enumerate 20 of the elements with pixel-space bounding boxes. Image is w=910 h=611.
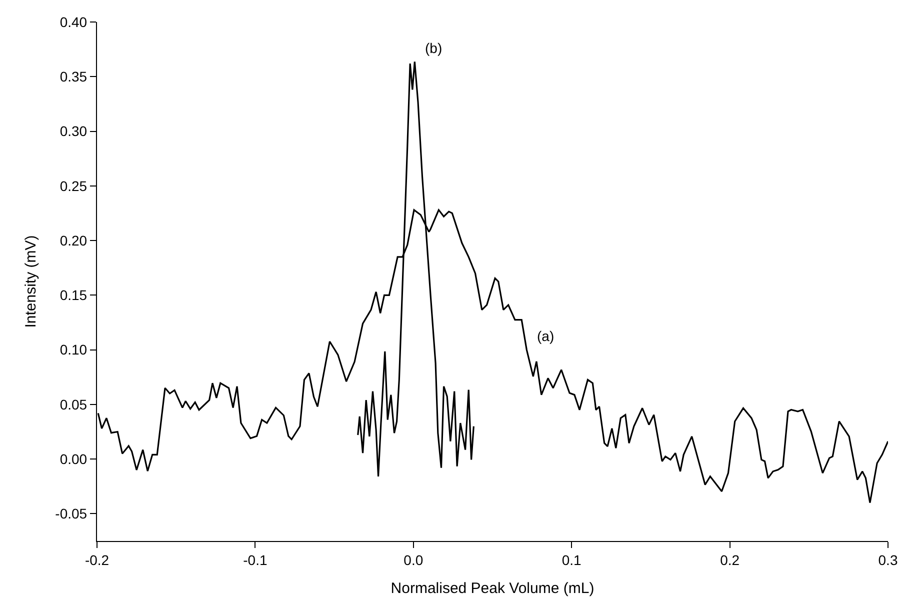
x-tick-label: -0.1 (243, 552, 268, 568)
y-tick-label: 0.15 (60, 287, 88, 304)
y-tick-label: 0.40 (60, 14, 88, 30)
x-tick-label: -0.2 (84, 552, 110, 568)
y-tick-label: 0.05 (60, 396, 88, 412)
y-axis-title: Intensity (mV) (22, 235, 40, 328)
y-tick-label: 0.20 (60, 232, 88, 248)
x-tick-label: 0.2 (720, 552, 740, 568)
y-tick-label: 0.10 (60, 342, 88, 358)
y-tick-label: 0.35 (60, 68, 88, 85)
annotation: (b) (425, 40, 442, 56)
y-tick-label: 0.30 (60, 123, 88, 140)
x-tick-label: 0.1 (562, 552, 582, 568)
x-tick-label: 0.3 (878, 552, 898, 568)
annotation: (a) (537, 328, 554, 344)
x-tick-label: 0.0 (404, 552, 424, 568)
y-tick-label: -0.05 (55, 506, 88, 522)
y-tick-label: 0.25 (60, 178, 88, 194)
x-axis-title: Normalised Peak Volume (mL) (390, 580, 594, 597)
y-tick-label: 0.00 (60, 450, 88, 467)
